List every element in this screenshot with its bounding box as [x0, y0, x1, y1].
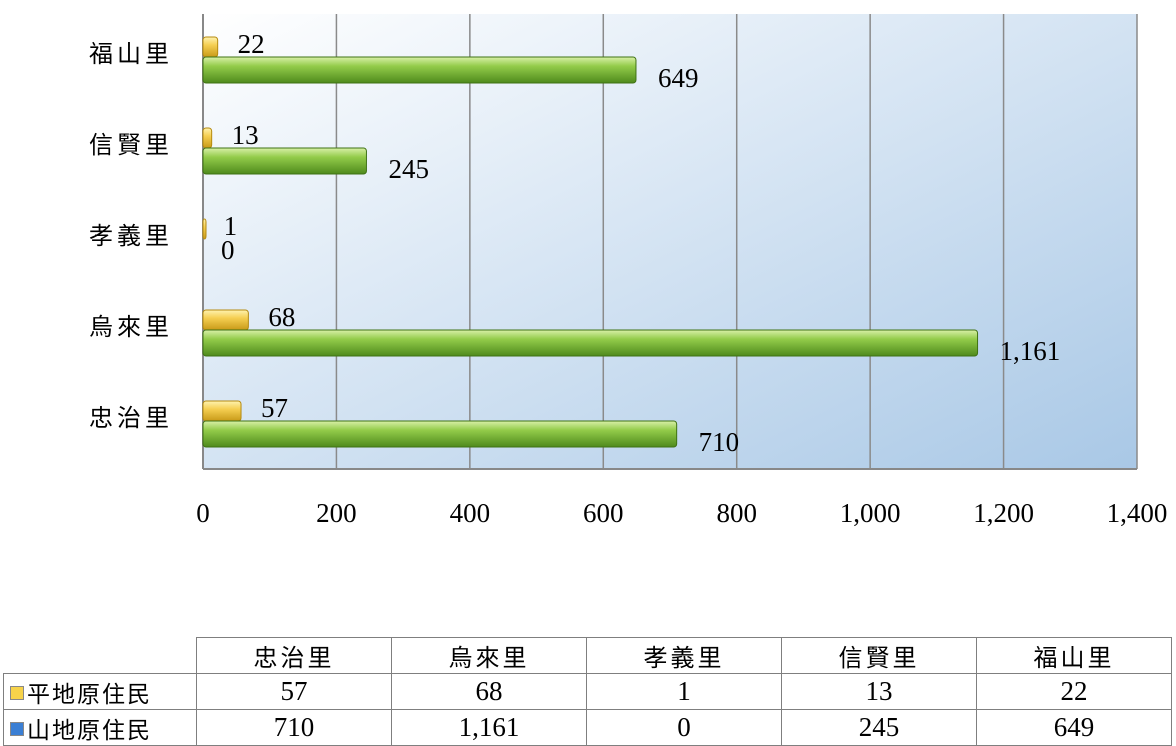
table-cell: 710	[196, 709, 392, 746]
data-label: 710	[699, 427, 740, 457]
table-header-cell: 福山里	[976, 637, 1172, 674]
gridlines	[335, 14, 1138, 469]
table-row-label: 山地原住民	[3, 709, 197, 746]
table-cell: 245	[781, 709, 977, 746]
data-label: 245	[388, 154, 429, 184]
table-cell: 1	[586, 673, 782, 710]
category-label: 烏來里	[89, 313, 173, 341]
data-label: 1	[224, 211, 238, 241]
x-tick-label: 1,200	[973, 498, 1034, 528]
table-cell: 1,161	[391, 709, 587, 746]
legend-swatch-icon	[10, 685, 24, 700]
category-label: 信賢里	[89, 131, 173, 159]
x-tick-label: 400	[450, 498, 491, 528]
table-row-label: 平地原住民	[3, 673, 197, 710]
table-row: 平地原住民 57 68 1 13 22	[3, 673, 1172, 710]
table-header-cell: 烏來里	[391, 637, 587, 674]
bars	[202, 36, 979, 448]
data-label: 1,161	[1000, 336, 1061, 366]
bar-plains-indigenous	[202, 127, 213, 149]
series-name: 平地原住民	[27, 681, 152, 708]
series-name: 山地原住民	[27, 717, 152, 744]
data-label: 57	[261, 393, 288, 423]
x-tick-label: 0	[196, 498, 210, 528]
bar-mountain-indigenous	[202, 147, 367, 175]
legend-swatch-icon	[10, 721, 24, 736]
table-header-cell: 忠治里	[196, 637, 392, 674]
category-label: 孝義里	[89, 222, 173, 250]
x-tick-label: 1,000	[840, 498, 901, 528]
bar-plains-indigenous	[202, 36, 219, 58]
bar-mountain-indigenous	[202, 56, 637, 84]
bar-mountain-indigenous	[202, 329, 979, 357]
table-cell: 57	[196, 673, 392, 710]
x-tick-label: 200	[316, 498, 357, 528]
bar-mountain-indigenous	[202, 420, 678, 448]
bar-plains-indigenous	[202, 309, 249, 331]
table-corner	[3, 637, 197, 674]
data-label: 649	[658, 63, 699, 93]
category-label: 福山里	[89, 40, 173, 68]
x-tick-label: 600	[583, 498, 624, 528]
bar-plains-indigenous	[202, 218, 207, 240]
data-label: 0	[221, 235, 235, 265]
table-cell: 13	[781, 673, 977, 710]
table-row: 山地原住民 710 1,161 0 245 649	[3, 709, 1172, 746]
data-label: 13	[232, 120, 259, 150]
x-tick-label: 1,400	[1107, 498, 1168, 528]
table-cell: 68	[391, 673, 587, 710]
bar-plains-indigenous	[202, 400, 242, 422]
bar-chart: 0 200 400 600 800 1,000 1,200 1,400 忠治里 57 710 烏來里 6…	[89, 14, 1167, 528]
table-header-row: 忠治里 烏來里 孝義里 信賢里 福山里	[3, 637, 1172, 674]
labels: 0 200 400 600 800 1,000 1,200 1,400 忠治里 57 710 烏來里 6…	[89, 29, 1167, 528]
data-label: 68	[268, 302, 295, 332]
plot-area	[203, 14, 1137, 469]
data-label: 22	[238, 29, 265, 59]
category-label: 忠治里	[89, 404, 173, 432]
data-table: 忠治里 烏來里 孝義里 信賢里 福山里 平地原住民 57 68 1 13 22 …	[3, 637, 1172, 746]
table-cell: 0	[586, 709, 782, 746]
table-header-cell: 孝義里	[586, 637, 782, 674]
table-header-cell: 信賢里	[781, 637, 977, 674]
table-cell: 22	[976, 673, 1172, 710]
x-tick-label: 800	[716, 498, 757, 528]
table-cell: 649	[976, 709, 1172, 746]
